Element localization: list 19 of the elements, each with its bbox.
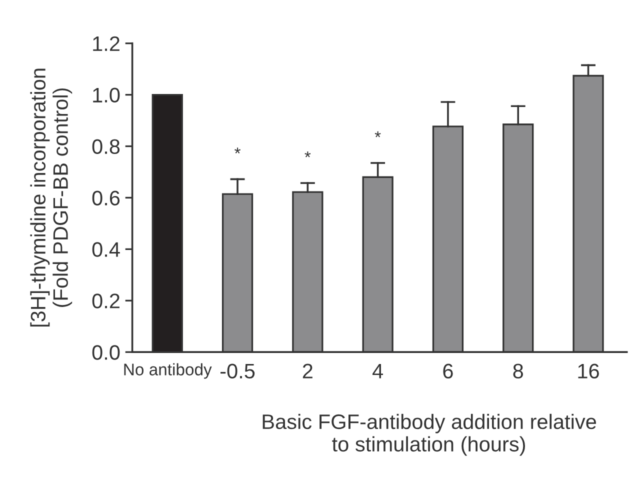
y-tick-label: 0.0	[92, 345, 120, 360]
x-tick-label: 2	[302, 364, 312, 378]
y-tick-label: 1.2	[93, 36, 120, 51]
y-tick-label: 0.2	[92, 294, 120, 308]
data-label: *	[304, 151, 311, 158]
x-tick-label: 16	[578, 364, 599, 378]
data-label: *	[374, 131, 381, 138]
y-tick-label: 0.6	[92, 190, 120, 206]
x-tick-label: No antibody	[124, 363, 212, 379]
y-tick-label: 1.0	[93, 88, 120, 103]
x-axis-title: Basic FGF-antibody addition relative to stimulation (hours)	[262, 414, 596, 456]
x-tick-label: -0.5	[220, 364, 255, 378]
x-tick-label: 4	[372, 364, 384, 378]
y-tick-label: 0.8	[92, 139, 120, 154]
data-label: *	[234, 148, 241, 154]
y-tick-label: 0.4	[92, 242, 120, 257]
y-axis-title: [3H]-thymidine incorporation (Fold PDGF-BB control)	[30, 68, 72, 326]
x-tick-label: 6	[443, 364, 453, 378]
x-tick-label: 8	[513, 364, 524, 378]
